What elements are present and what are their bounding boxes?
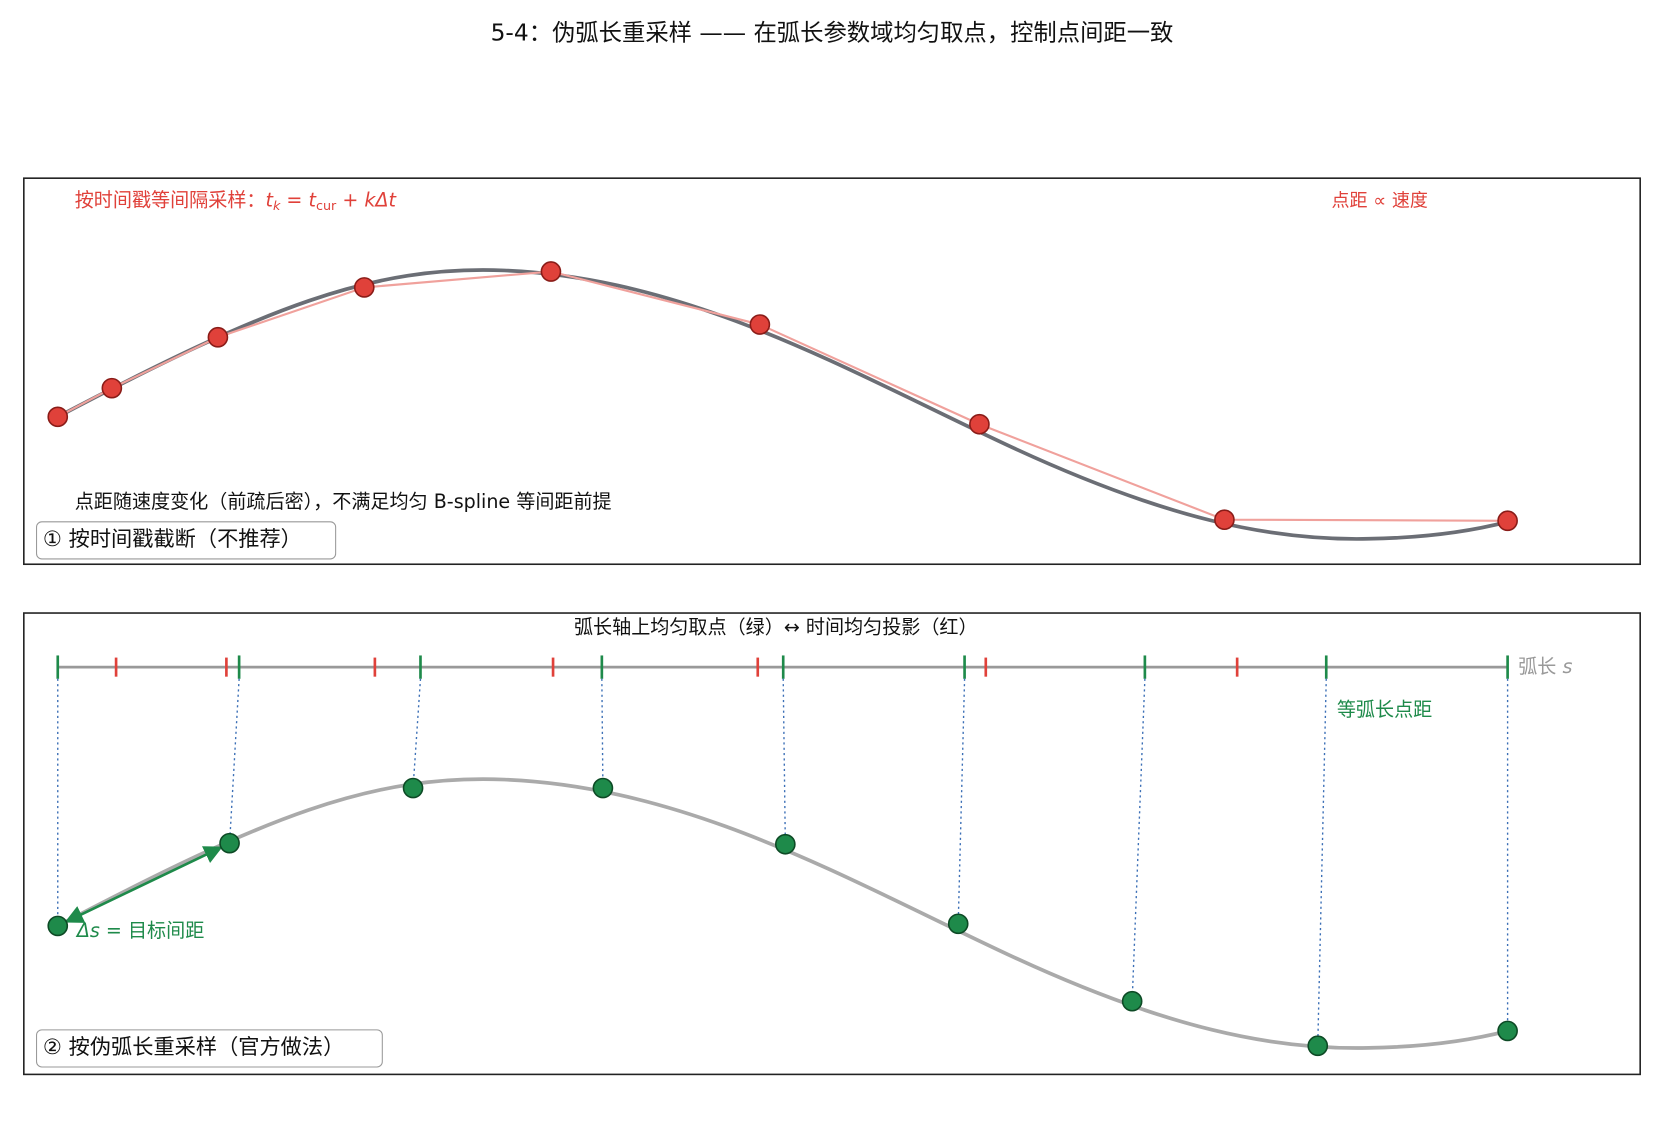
sample-points [47, 261, 1518, 532]
arc-ticks [56, 655, 1509, 679]
time-ticks [114, 657, 1239, 677]
text-part: 弧长 [1518, 655, 1562, 678]
text-part: Δs [75, 919, 100, 942]
note: 点距 ∝ 速度 [1332, 191, 1428, 212]
text-part: + [336, 188, 364, 211]
axis-label: 弧长 s [1518, 655, 1572, 678]
curve [56, 268, 1509, 541]
text-part: t [266, 188, 275, 211]
text-part: t [308, 188, 317, 211]
text-part: s [1562, 655, 1572, 678]
label-box [36, 521, 337, 560]
text-part: 按时间戳等间隔采样： [75, 188, 266, 211]
resampled-points [47, 777, 1518, 1057]
projection-lines [57, 678, 1509, 1046]
panel-frame [23, 177, 1641, 566]
text-part: cur [316, 197, 337, 212]
text-part: = [280, 188, 308, 211]
formula: 按时间戳等间隔采样：tk = tcur + kΔt [75, 188, 398, 212]
text-part: kΔt [364, 188, 397, 211]
label-box [36, 1029, 383, 1068]
panel-frame [23, 612, 1641, 1076]
panel-label: ① 按时间戳截断（不推荐） [43, 527, 302, 552]
spacing-arrow [64, 846, 223, 923]
title: 5-4：伪弧长重采样 —— 在弧长参数域均匀取点，控制点间距一致 [491, 18, 1174, 46]
curve [56, 777, 1509, 1050]
axis-title: 弧长轴上均匀取点（绿）↔ 时间均匀投影（红） [574, 615, 978, 638]
text-part: = 目标间距 [100, 919, 204, 942]
text-part: k [273, 197, 281, 212]
delta-label: Δs = 目标间距 [75, 919, 204, 942]
panel-label: ② 按伪弧长重采样（官方做法） [43, 1035, 344, 1060]
polyline [57, 270, 1508, 522]
note: 点距随速度变化（前疏后密），不满足均匀 B-spline 等间距前提 [75, 490, 612, 513]
note: 等弧长点距 [1337, 698, 1432, 721]
